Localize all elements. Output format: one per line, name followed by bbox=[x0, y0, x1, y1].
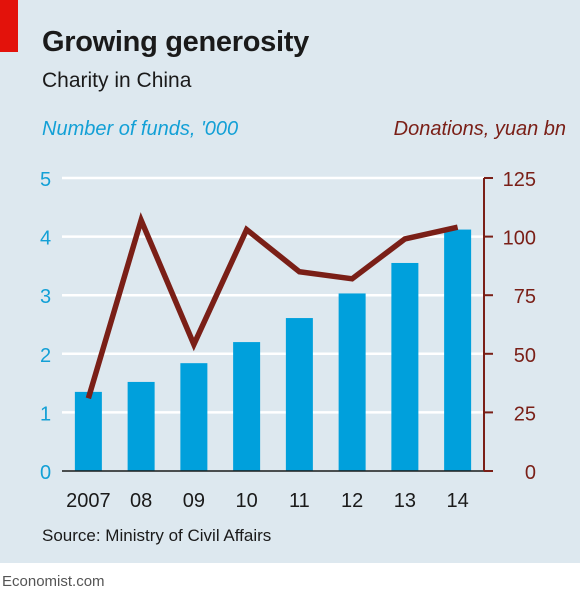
bar bbox=[391, 262, 419, 471]
right-tick-label: 0 bbox=[525, 462, 536, 484]
right-tick-label: 25 bbox=[514, 403, 536, 425]
right-tick-label: 125 bbox=[503, 169, 536, 191]
bar bbox=[127, 381, 155, 471]
x-tick-label: 09 bbox=[183, 490, 205, 512]
right-tick-label: 100 bbox=[503, 228, 536, 250]
brand-red-tag bbox=[0, 0, 18, 52]
x-tick-label: 11 bbox=[289, 490, 310, 512]
donations-line bbox=[85, 212, 459, 400]
chart-subtitle: Charity in China bbox=[42, 69, 192, 92]
left-tick-label: 1 bbox=[40, 403, 51, 425]
chart-title: Growing generosity bbox=[42, 26, 309, 58]
bar bbox=[233, 342, 261, 471]
x-tick-label: 10 bbox=[236, 490, 258, 512]
left-tick-label: 5 bbox=[40, 169, 51, 191]
right-axis-label: Donations, yuan bn bbox=[393, 118, 566, 140]
left-tick-label: 3 bbox=[40, 286, 51, 308]
bar bbox=[338, 293, 366, 471]
right-tick-label: 50 bbox=[514, 345, 536, 367]
bar bbox=[180, 363, 208, 471]
x-tick-label: 13 bbox=[394, 490, 416, 512]
x-tick-label: 12 bbox=[341, 490, 363, 512]
bar bbox=[444, 229, 472, 471]
bar bbox=[285, 318, 313, 471]
x-tick-label: 08 bbox=[130, 490, 152, 512]
footer-credit: Economist.com bbox=[2, 573, 105, 590]
left-tick-label: 4 bbox=[40, 228, 51, 250]
source-note: Source: Ministry of Civil Affairs bbox=[42, 526, 272, 545]
x-tick-label: 14 bbox=[447, 490, 469, 512]
left-tick-label: 2 bbox=[40, 345, 51, 367]
left-axis-label: Number of funds, '000 bbox=[42, 118, 239, 140]
left-tick-label: 0 bbox=[40, 462, 51, 484]
x-tick-label: 2007 bbox=[66, 490, 111, 512]
right-tick-label: 75 bbox=[514, 286, 536, 308]
bar bbox=[74, 391, 102, 471]
